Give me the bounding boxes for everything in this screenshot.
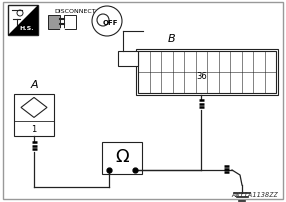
Polygon shape: [8, 6, 38, 36]
Bar: [64, 16, 76, 30]
Text: OFF: OFF: [102, 20, 118, 26]
Text: DISCONNECT: DISCONNECT: [54, 9, 96, 14]
Text: AWIIA1138ZZ: AWIIA1138ZZ: [231, 191, 278, 197]
Bar: [136, 50, 278, 96]
Text: A: A: [30, 80, 38, 89]
Text: 36: 36: [196, 72, 206, 81]
Text: Ω: Ω: [115, 147, 129, 165]
Bar: [138, 52, 276, 94]
Text: 1: 1: [31, 125, 37, 134]
Circle shape: [92, 7, 122, 37]
Text: H.S.: H.S.: [19, 26, 34, 31]
Polygon shape: [21, 98, 47, 118]
Circle shape: [97, 15, 109, 27]
Bar: [118, 52, 138, 67]
Bar: [48, 16, 60, 30]
Bar: [14, 95, 54, 136]
Bar: [8, 6, 38, 36]
Bar: [102, 142, 142, 174]
Text: B: B: [168, 34, 176, 44]
